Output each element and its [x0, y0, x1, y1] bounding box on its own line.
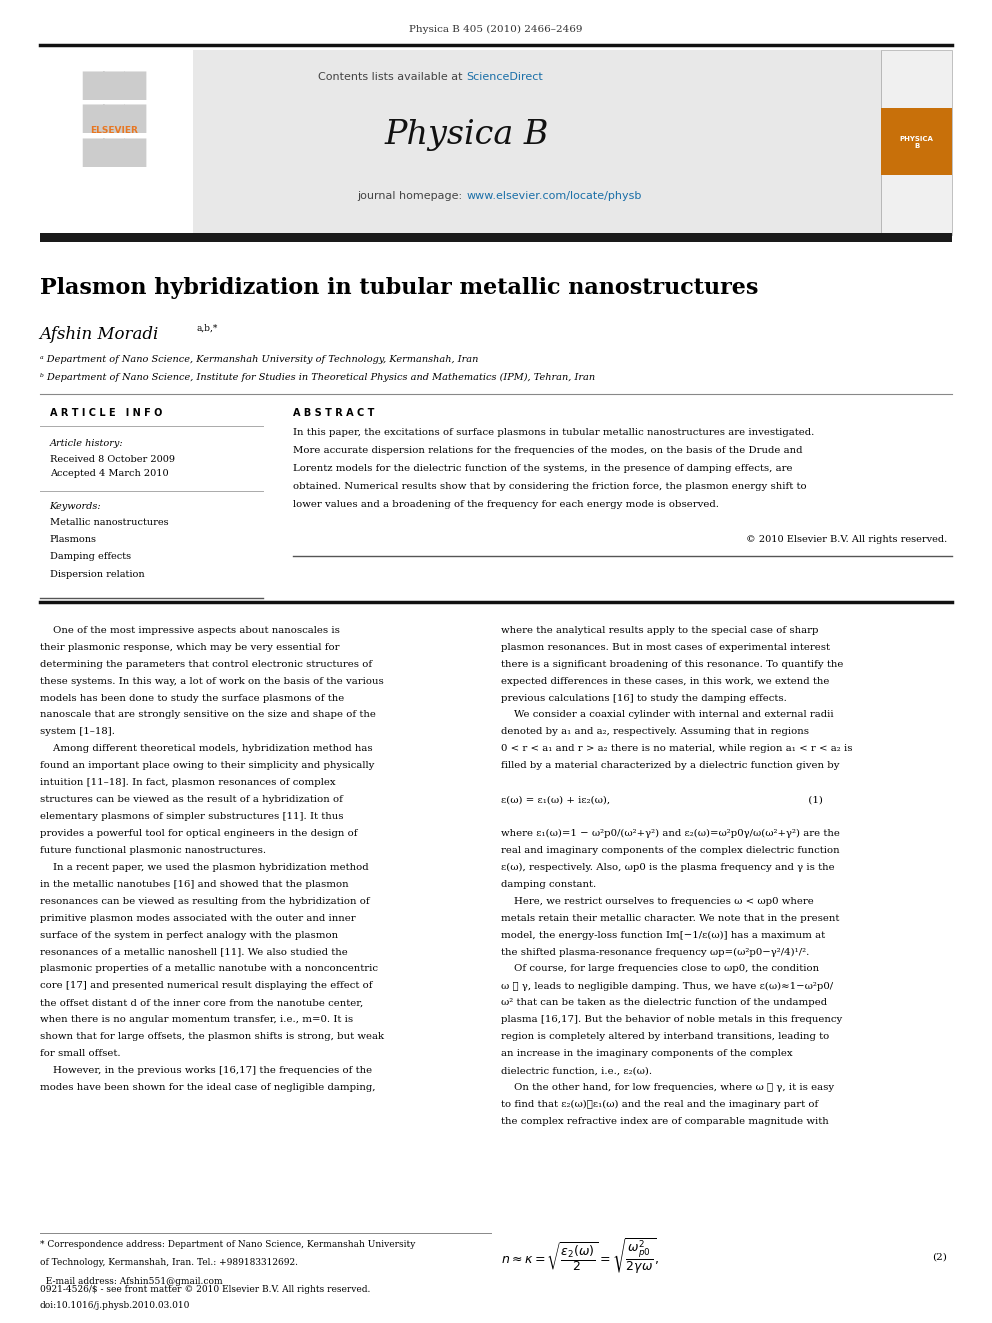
Text: In a recent paper, we used the plasmon hybridization method: In a recent paper, we used the plasmon h… — [40, 863, 368, 872]
Bar — [40, 50, 193, 235]
Text: expected differences in these cases, in this work, we extend the: expected differences in these cases, in … — [501, 676, 829, 685]
Text: Of course, for large frequencies close to ωp0, the condition: Of course, for large frequencies close t… — [501, 964, 819, 974]
Bar — [40, 233, 952, 242]
Text: Received 8 October 2009: Received 8 October 2009 — [50, 455, 175, 463]
Text: More accurate dispersion relations for the frequencies of the modes, on the basi: More accurate dispersion relations for t… — [293, 446, 803, 455]
Text: there is a significant broadening of this resonance. To quantify the: there is a significant broadening of thi… — [501, 660, 843, 668]
Text: E-mail address: Afshin551@gmail.com: E-mail address: Afshin551@gmail.com — [40, 1277, 222, 1286]
Text: journal homepage:: journal homepage: — [357, 191, 466, 201]
Text: the shifted plasma-resonance frequency ωp=(ω²p0−γ²/4)¹/².: the shifted plasma-resonance frequency ω… — [501, 947, 809, 957]
Text: Dispersion relation: Dispersion relation — [50, 570, 144, 578]
Text: A R T I C L E   I N F O: A R T I C L E I N F O — [50, 407, 162, 418]
Text: nanoscale that are strongly sensitive on the size and shape of the: nanoscale that are strongly sensitive on… — [40, 710, 376, 720]
Text: One of the most impressive aspects about nanoscales is: One of the most impressive aspects about… — [40, 626, 339, 635]
Text: resonances can be viewed as resulting from the hybridization of: resonances can be viewed as resulting fr… — [40, 897, 369, 906]
Text: Plasmon hybridization in tubular metallic nanostructures: Plasmon hybridization in tubular metalli… — [40, 278, 758, 299]
Text: ω² that can be taken as the dielectric function of the undamped: ω² that can be taken as the dielectric f… — [501, 999, 827, 1007]
Text: models has been done to study the surface plasmons of the: models has been done to study the surfac… — [40, 693, 344, 703]
Bar — [40, 50, 881, 235]
Text: denoted by a₁ and a₂, respectively. Assuming that in regions: denoted by a₁ and a₂, respectively. Assu… — [501, 728, 808, 737]
Text: www.elsevier.com/locate/physb: www.elsevier.com/locate/physb — [466, 191, 642, 201]
Text: 0 < r < a₁ and r > a₂ there is no material, while region a₁ < r < a₂ is: 0 < r < a₁ and r > a₂ there is no materi… — [501, 745, 852, 753]
Text: damping constant.: damping constant. — [501, 880, 596, 889]
Text: metals retain their metallic character. We note that in the present: metals retain their metallic character. … — [501, 914, 839, 922]
Text: ᵃ Department of Nano Science, Kermanshah University of Technology, Kermanshah, I: ᵃ Department of Nano Science, Kermanshah… — [40, 356, 478, 364]
Text: primitive plasmon modes associated with the outer and inner: primitive plasmon modes associated with … — [40, 914, 355, 922]
Text: obtained. Numerical results show that by considering the friction force, the pla: obtained. Numerical results show that by… — [293, 482, 806, 491]
Text: an increase in the imaginary components of the complex: an increase in the imaginary components … — [501, 1049, 793, 1058]
Text: 0921-4526/$ - see front matter © 2010 Elsevier B.V. All rights reserved.: 0921-4526/$ - see front matter © 2010 El… — [40, 1285, 370, 1294]
Text: future functional plasmonic nanostructures.: future functional plasmonic nanostructur… — [40, 845, 266, 855]
Text: provides a powerful tool for optical engineers in the design of: provides a powerful tool for optical eng… — [40, 830, 357, 837]
Text: where ε₁(ω)=1 − ω²p0/(ω²+γ²) and ε₂(ω)=ω²p0γ/ω(ω²+γ²) are the: where ε₁(ω)=1 − ω²p0/(ω²+γ²) and ε₂(ω)=ω… — [501, 830, 840, 837]
Text: PHYSICA
B: PHYSICA B — [900, 136, 933, 149]
Text: lower values and a broadening of the frequency for each energy mode is observed.: lower values and a broadening of the fre… — [293, 500, 718, 508]
Text: for small offset.: for small offset. — [40, 1049, 120, 1058]
Text: plasmonic properties of a metallic nanotube with a nonconcentric: plasmonic properties of a metallic nanot… — [40, 964, 378, 974]
Text: Keywords:: Keywords: — [50, 503, 101, 511]
Text: ε(ω) = ε₁(ω) + iε₂(ω),                                                          : ε(ω) = ε₁(ω) + iε₂(ω), — [501, 795, 822, 804]
Text: We consider a coaxial cylinder with internal and external radii: We consider a coaxial cylinder with inte… — [501, 710, 833, 720]
Text: plasmon resonances. But in most cases of experimental interest: plasmon resonances. But in most cases of… — [501, 643, 830, 652]
Text: their plasmonic response, which may be very essential for: their plasmonic response, which may be v… — [40, 643, 339, 652]
Text: when there is no angular momentum transfer, i.e., m=0. It is: when there is no angular momentum transf… — [40, 1015, 353, 1024]
Text: dielectric function, i.e., ε₂(ω).: dielectric function, i.e., ε₂(ω). — [501, 1066, 652, 1076]
Text: $n \approx \kappa = \sqrt{\dfrac{\varepsilon_2(\omega)}{2}} = \sqrt{\dfrac{\omeg: $n \approx \kappa = \sqrt{\dfrac{\vareps… — [501, 1237, 660, 1277]
Text: a,b,*: a,b,* — [196, 324, 218, 332]
Text: plasma [16,17]. But the behavior of noble metals in this frequency: plasma [16,17]. But the behavior of nobl… — [501, 1015, 842, 1024]
Text: determining the parameters that control electronic structures of: determining the parameters that control … — [40, 660, 372, 668]
Text: surface of the system in perfect analogy with the plasmon: surface of the system in perfect analogy… — [40, 930, 338, 939]
Text: core [17] and presented numerical result displaying the effect of: core [17] and presented numerical result… — [40, 982, 372, 991]
Text: where the analytical results apply to the special case of sharp: where the analytical results apply to th… — [501, 626, 818, 635]
Text: real and imaginary components of the complex dielectric function: real and imaginary components of the com… — [501, 845, 839, 855]
Text: filled by a material characterized by a dielectric function given by: filled by a material characterized by a … — [501, 761, 839, 770]
Text: region is completely altered by interband transitions, leading to: region is completely altered by interban… — [501, 1032, 829, 1041]
Bar — [881, 50, 952, 235]
Text: ELSEVIER: ELSEVIER — [90, 126, 138, 135]
Text: resonances of a metallic nanoshell [11]. We also studied the: resonances of a metallic nanoshell [11].… — [40, 947, 347, 957]
Text: Damping effects: Damping effects — [50, 553, 131, 561]
Text: However, in the previous works [16,17] the frequencies of the: However, in the previous works [16,17] t… — [40, 1066, 372, 1076]
Text: ███
███
███: ███ ███ ███ — [82, 71, 146, 167]
Text: system [1–18].: system [1–18]. — [40, 728, 115, 737]
Text: Accepted 4 March 2010: Accepted 4 March 2010 — [50, 470, 169, 478]
Text: found an important place owing to their simplicity and physically: found an important place owing to their … — [40, 761, 374, 770]
Text: ScienceDirect: ScienceDirect — [466, 71, 543, 82]
Text: elementary plasmons of simpler substructures [11]. It thus: elementary plasmons of simpler substruct… — [40, 812, 343, 822]
Text: doi:10.1016/j.physb.2010.03.010: doi:10.1016/j.physb.2010.03.010 — [40, 1301, 190, 1310]
Text: Afshin Moradi: Afshin Moradi — [40, 327, 159, 343]
Bar — [881, 108, 952, 175]
Text: structures can be viewed as the result of a hybridization of: structures can be viewed as the result o… — [40, 795, 342, 804]
Text: On the other hand, for low frequencies, where ω ≪ γ, it is easy: On the other hand, for low frequencies, … — [501, 1084, 834, 1091]
Text: Lorentz models for the dielectric function of the systems, in the presence of da: Lorentz models for the dielectric functi… — [293, 464, 793, 472]
Text: Among different theoretical models, hybridization method has: Among different theoretical models, hybr… — [40, 745, 372, 753]
Text: ω ≫ γ, leads to negligible damping. Thus, we have ε(ω)≈1−ω²p0/: ω ≫ γ, leads to negligible damping. Thus… — [501, 982, 833, 991]
Text: in the metallic nanotubes [16] and showed that the plasmon: in the metallic nanotubes [16] and showe… — [40, 880, 348, 889]
Text: Plasmons: Plasmons — [50, 536, 96, 544]
Text: Physica B: Physica B — [384, 119, 549, 151]
Text: Here, we restrict ourselves to frequencies ω < ωp0 where: Here, we restrict ourselves to frequenci… — [501, 897, 813, 906]
Text: model, the energy-loss function Im[−1/ε(ω)] has a maximum at: model, the energy-loss function Im[−1/ε(… — [501, 930, 825, 939]
Text: the complex refractive index are of comparable magnitude with: the complex refractive index are of comp… — [501, 1117, 828, 1126]
Text: of Technology, Kermanshah, Iran. Tel.: +989183312692.: of Technology, Kermanshah, Iran. Tel.: +… — [40, 1258, 298, 1267]
Text: the offset distant d of the inner core from the nanotube center,: the offset distant d of the inner core f… — [40, 999, 363, 1007]
Text: ε(ω), respectively. Also, ωp0 is the plasma frequency and γ is the: ε(ω), respectively. Also, ωp0 is the pla… — [501, 863, 834, 872]
Text: © 2010 Elsevier B.V. All rights reserved.: © 2010 Elsevier B.V. All rights reserved… — [746, 536, 947, 544]
Text: Metallic nanostructures: Metallic nanostructures — [50, 519, 169, 527]
Text: A B S T R A C T: A B S T R A C T — [293, 407, 374, 418]
Text: (2): (2) — [932, 1253, 947, 1261]
Text: Contents lists available at: Contents lists available at — [318, 71, 466, 82]
Text: these systems. In this way, a lot of work on the basis of the various: these systems. In this way, a lot of wor… — [40, 676, 384, 685]
Text: Physica B 405 (2010) 2466–2469: Physica B 405 (2010) 2466–2469 — [410, 25, 582, 33]
Text: Article history:: Article history: — [50, 439, 123, 447]
Text: ᵇ Department of Nano Science, Institute for Studies in Theoretical Physics and M: ᵇ Department of Nano Science, Institute … — [40, 373, 595, 381]
Text: previous calculations [16] to study the damping effects.: previous calculations [16] to study the … — [501, 693, 787, 703]
Text: shown that for large offsets, the plasmon shifts is strong, but weak: shown that for large offsets, the plasmo… — [40, 1032, 384, 1041]
Text: to find that ε₂(ω)≫ε₁(ω) and the real and the imaginary part of: to find that ε₂(ω)≫ε₁(ω) and the real an… — [501, 1099, 818, 1109]
Text: intuition [11–18]. In fact, plasmon resonances of complex: intuition [11–18]. In fact, plasmon reso… — [40, 778, 335, 787]
Text: * Correspondence address: Department of Nano Science, Kermanshah University: * Correspondence address: Department of … — [40, 1240, 415, 1249]
Text: modes have been shown for the ideal case of negligible damping,: modes have been shown for the ideal case… — [40, 1084, 375, 1091]
Text: In this paper, the excitations of surface plasmons in tubular metallic nanostruc: In this paper, the excitations of surfac… — [293, 429, 814, 437]
